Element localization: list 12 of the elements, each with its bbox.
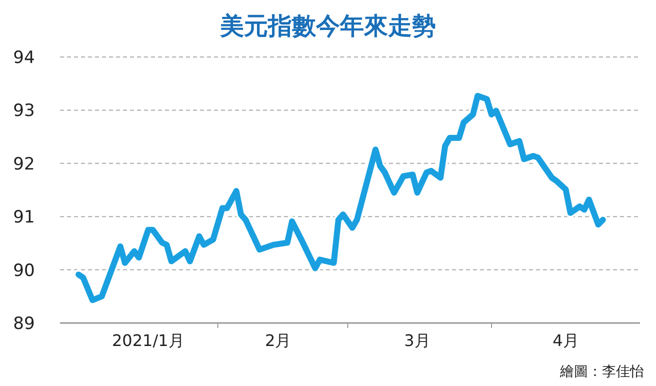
y-tick-label: 91: [13, 208, 35, 228]
text: 繪圖：李佳怡: [559, 364, 644, 380]
x-tick-label: 3月: [404, 331, 430, 350]
chart-title: 美元指數今年來走勢: [219, 12, 436, 40]
x-tick-label: 2月: [264, 331, 292, 350]
y-tick-label: 90: [13, 260, 35, 281]
y-tick-label: 93: [13, 101, 35, 122]
y-tick-label: 92: [13, 154, 35, 174]
y-tick-label: 94: [13, 48, 35, 68]
y-tick-label: 89: [13, 314, 35, 334]
x-tick-label: 2021/1月: [112, 331, 184, 350]
x-tick-label: 4月: [552, 331, 579, 350]
